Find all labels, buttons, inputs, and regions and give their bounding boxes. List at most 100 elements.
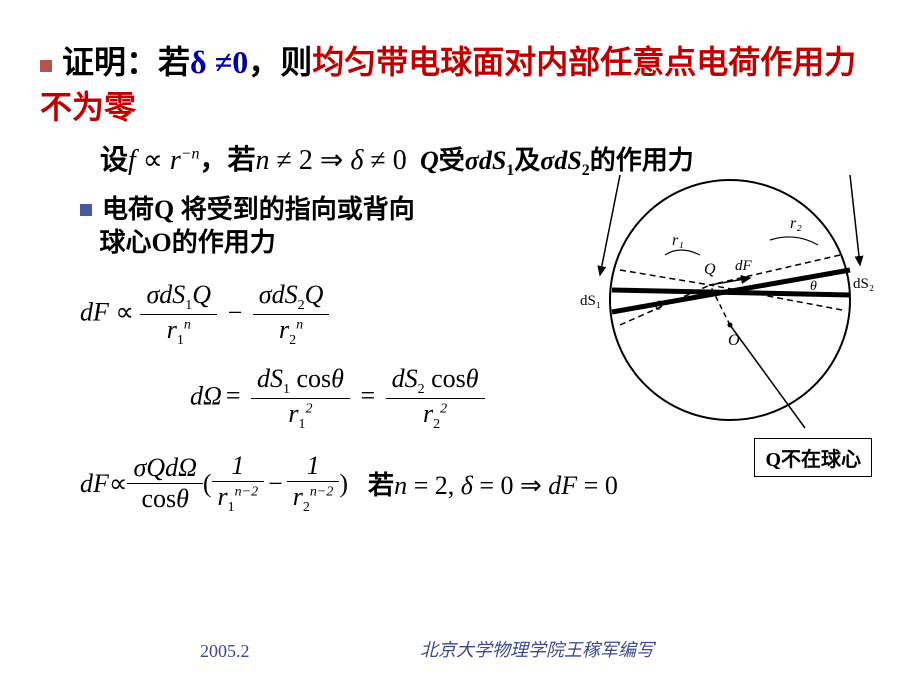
equation-conclusion: 若n = 2, δ = 0 ⇒ dF = 0 [368,465,618,502]
eq1-n: n [256,145,270,176]
fig-dS1: dS₁ [580,293,601,309]
eq1-ne: ≠ [270,145,299,176]
eq4-one1: 1 [212,451,265,482]
eq3-n1c: θ [331,364,344,393]
eq4-lp: ( [203,469,212,499]
eq4r-eq2: = [473,471,501,500]
eq4r-eq: = [407,471,435,500]
eq3-n2s: 2 [418,382,425,397]
fig-th1: θ [655,299,662,314]
eq3-n1a: dS [257,364,283,393]
sr-sigma1: σ [465,146,479,175]
eq3-dOmega: dΩ [190,381,222,410]
eq4r-zero: 0 [501,471,514,500]
eq3-d2a: r [423,399,433,428]
eq1-imp: ⇒ [313,145,350,176]
eq1-f: f [128,145,136,176]
eq1-comma: ， [200,145,228,176]
eq4-one2: 1 [287,451,340,482]
eq4r-eq3: = [577,471,605,500]
eq4-denA: cos [141,484,176,513]
eq3-d1sub: 1 [299,417,306,432]
eq1-exp: −n [181,145,200,162]
eq4r-dF: dF [548,471,577,500]
eq4-minus: − [264,469,287,499]
eq4r-delta: δ [461,471,473,500]
eq3-n1s: 1 [283,382,290,397]
eq3-d1a: r [288,399,298,428]
sr-ji: 及 [514,146,540,175]
bullet-icon [40,60,52,72]
eq4r-ruo: 若 [368,471,394,500]
sr-shou: 受 [439,146,465,175]
eq4-d2a: r [293,482,303,511]
eq3-d2sup: 2 [440,401,447,416]
eq4-d2sup: n−2 [310,484,333,499]
eq4-d1sup: n−2 [235,484,258,499]
eq1-prop: ∝ [136,145,170,176]
fig-r1: r₁ [672,232,684,249]
eq2-n2b: Q [305,280,324,309]
sr-Q: Q [420,146,439,175]
title-prefix: 证明：若 [62,44,190,80]
eq2-prop: ∝ [109,298,141,327]
eq1-zero: 0 [393,145,407,176]
title-mid: ，则 [248,44,312,80]
sr-dS1: dS [479,146,506,175]
eq3-eq1: = [222,381,245,410]
eq2-d2sup: n [296,318,303,333]
eq2-dF: dF [80,298,109,327]
eq4-dF: dF [80,469,109,499]
eq4-prop: ∝ [109,469,128,499]
footer-author: 北京大学物理学院王稼军编写 [420,636,654,662]
p2-l1: 电荷Q 将受到的指向或背向 [102,195,415,224]
title: 证明：若δ ≠0，则均匀带电球面对内部任意点电荷作用力不为零 [40,40,880,130]
eq4r-n: n [394,471,407,500]
eq2-d2sub: 2 [289,334,296,349]
eq2-d2a: r [279,315,289,344]
eq2-d1sub: 1 [177,334,184,349]
eq3-n2a: dS [392,364,418,393]
eq2-n2a: σdS [259,280,298,309]
point-force-direction: 电荷Q 将受到的指向或背向 球心O的作用力 [80,193,580,261]
eq2-minus: − [224,298,247,327]
eq1-ne2: ≠ [363,145,392,176]
eq2-d1sup: n [184,318,191,333]
eq4-numA: σQdΩ [133,453,196,482]
eq1-r: r [170,145,181,176]
eq1-she: 设 [100,145,128,176]
fig-dF: dF [735,258,753,274]
sphere-diagram: r₁ r₂ Q dF dS₁ dS₂ O θ θ [570,170,880,430]
eq4r-imp: ⇒ [514,471,549,500]
p2-l2: 球心O的作用力 [100,228,276,257]
eq2-n1a: σdS [146,280,185,309]
eq2-d1a: r [167,315,177,344]
eq3-eq2: = [356,381,379,410]
eq3-n1b: cos [290,364,331,393]
eq3-d2sub: 2 [433,417,440,432]
eq3-n2b: cos [425,364,466,393]
fig-dS2: dS₂ [853,276,874,292]
eq4r-zero2: 0 [605,471,618,500]
eq4-rp: ) [339,469,348,499]
eq1-two: 2 [299,145,313,176]
eq4-d1a: r [218,482,228,511]
eq4-d2sub: 2 [303,500,310,515]
figure-caption: Q不在球心 [754,438,872,477]
eq2-n2s: 2 [298,298,305,313]
fig-Q: Q [704,261,716,278]
eq4-d1sub: 1 [228,500,235,515]
eq1-ruo: 若 [228,145,256,176]
footer-date: 2005.2 [200,641,250,662]
bullet-blue-icon [80,204,92,216]
eq4-denAth: θ [176,484,189,513]
title-cond: δ ≠0 [190,44,248,80]
eq1-delta: δ [350,145,363,176]
eq3-n2c: θ [466,364,479,393]
fig-r2: r₂ [790,215,802,232]
fig-O: O [728,332,740,349]
fig-th2: θ [810,279,817,294]
eq4r-two: 2, [435,471,455,500]
sr-sigma2: σ [540,146,554,175]
eq3-d1sup: 2 [306,401,313,416]
